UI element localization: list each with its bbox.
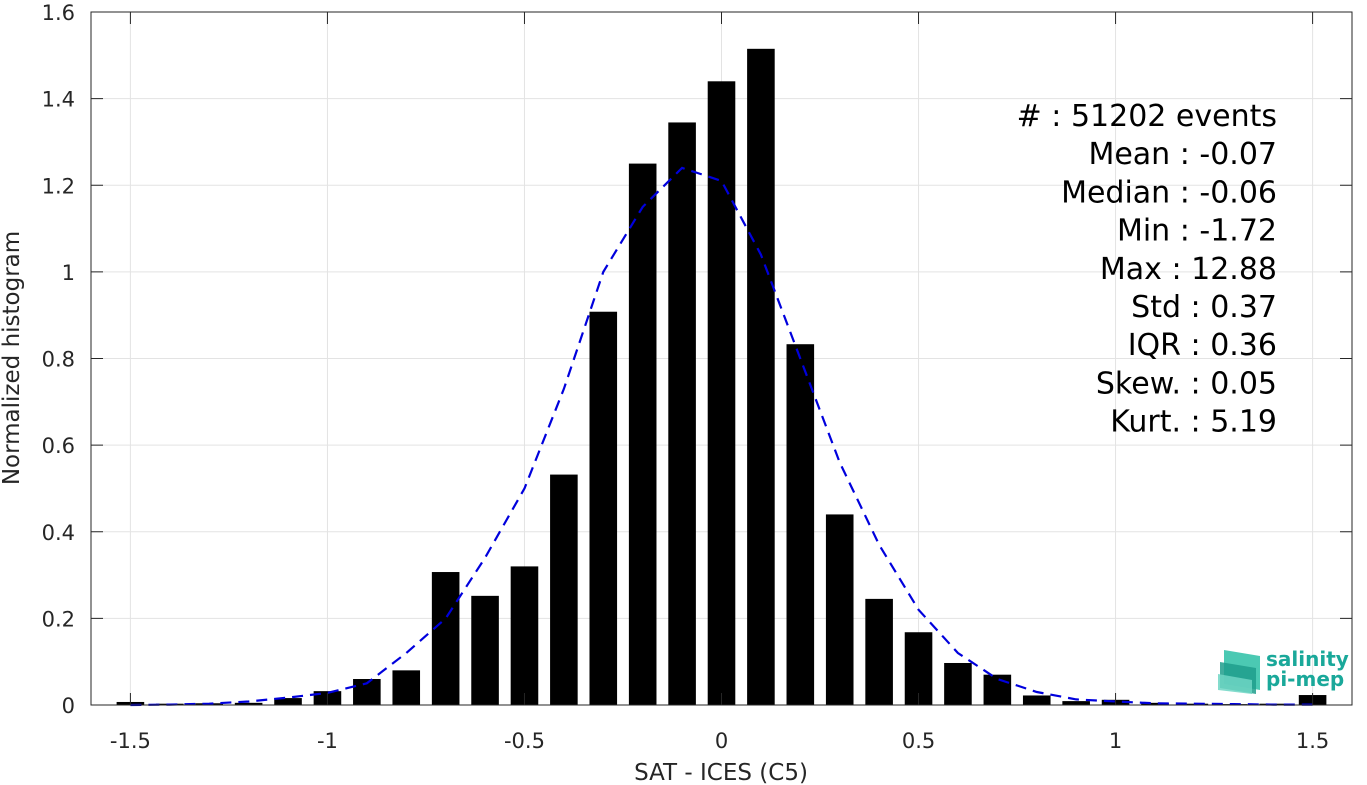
histogram-bar	[904, 632, 933, 705]
histogram-bars	[116, 48, 1327, 706]
y-tick-label: 1	[62, 261, 75, 285]
x-tick-label: 0.5	[902, 729, 935, 753]
histogram-bar	[747, 48, 775, 706]
stat-line: Skew. : 0.05	[1096, 366, 1277, 401]
logo-line-2: pi-mep	[1266, 667, 1344, 691]
histogram-bar	[1062, 701, 1090, 705]
histogram-bar	[471, 595, 499, 705]
y-tick-label: 0.4	[42, 521, 75, 545]
histogram-bar	[1141, 702, 1169, 705]
histogram-bar	[707, 81, 736, 706]
y-tick-label: 1.2	[42, 174, 75, 198]
stat-line: Mean : -0.07	[1088, 137, 1277, 172]
stat-line: # : 51202 events	[1017, 99, 1277, 134]
stat-line: IQR : 0.36	[1128, 328, 1277, 363]
x-axis-ticks: -1.5 -1 -0.5 0 0.5 1 1.5	[110, 12, 1329, 753]
y-axis-ticks: 0 0.2 0.4 0.6 0.8 1 1.2 1.4 1.6	[42, 1, 1352, 718]
histogram-bar	[628, 163, 657, 705]
histogram-bar	[550, 474, 578, 705]
y-axis-title: Normalized histogram	[0, 231, 25, 485]
histogram-bar	[274, 698, 302, 705]
x-tick-label: 0	[715, 729, 728, 753]
histogram-bar	[510, 566, 539, 705]
y-tick-label: 0.8	[42, 348, 75, 372]
histogram-bar	[865, 598, 893, 705]
y-tick-label: 1.6	[42, 1, 75, 25]
histogram-bar	[1022, 695, 1051, 705]
x-tick-label: 1.5	[1296, 729, 1329, 753]
histogram-bar	[431, 572, 460, 705]
histogram-bar	[786, 344, 815, 705]
y-tick-label: 1.4	[42, 88, 75, 112]
y-tick-label: 0.2	[42, 607, 75, 631]
y-tick-label: 0.6	[42, 434, 75, 458]
histogram-bar	[589, 311, 618, 705]
stat-line: Std : 0.37	[1131, 290, 1277, 325]
histogram-bar	[668, 122, 696, 705]
histogram-bar	[944, 662, 972, 705]
x-axis-title: SAT - ICES (C5)	[634, 760, 808, 785]
stat-line: Median : -0.06	[1061, 175, 1277, 210]
histogram-bar	[234, 702, 263, 705]
salinity-pimep-logo: salinity pi-mep	[1218, 647, 1349, 694]
stat-line: Min : -1.72	[1117, 214, 1277, 249]
x-tick-label: -1.5	[110, 729, 151, 753]
x-tick-label: 1	[1109, 729, 1122, 753]
histogram-bar	[825, 514, 854, 705]
logo-wave-icon	[1218, 650, 1260, 694]
y-tick-label: 0	[62, 694, 75, 718]
x-tick-label: -1	[317, 729, 338, 753]
histogram-bar	[392, 670, 421, 705]
histogram-bar	[983, 674, 1012, 705]
stat-line: Kurt. : 5.19	[1110, 405, 1277, 440]
logo-line-1: salinity	[1266, 647, 1349, 671]
stat-line: Max : 12.88	[1100, 252, 1277, 287]
x-tick-label: -0.5	[504, 729, 545, 753]
